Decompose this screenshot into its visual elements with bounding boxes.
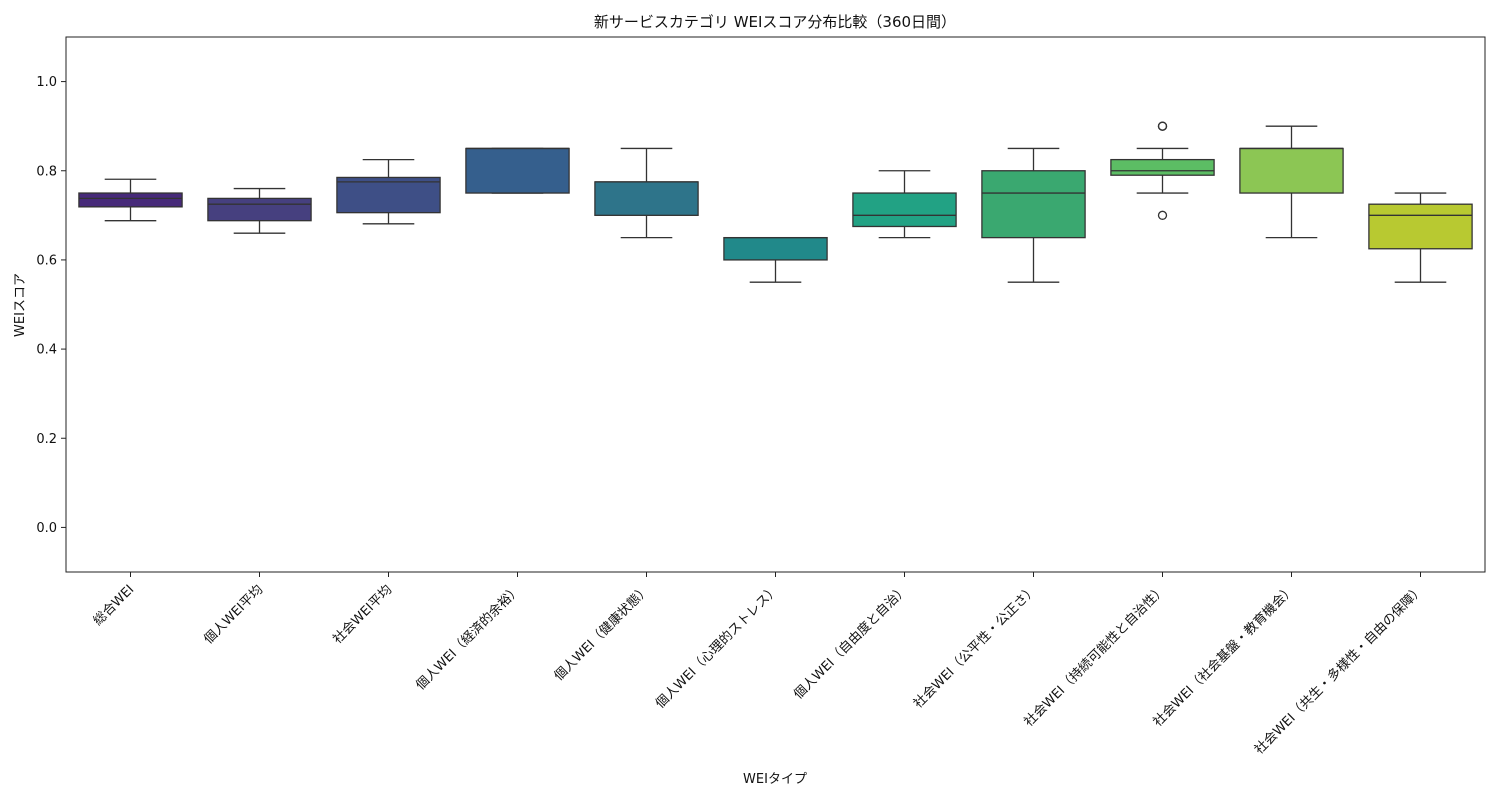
y-axis-label: WEIスコア — [13, 273, 28, 337]
iqr-box — [207, 197, 312, 222]
box-3 — [465, 147, 570, 194]
x-tick-label: 総合WEI — [91, 582, 138, 629]
iqr-box — [981, 170, 1086, 239]
y-tick-label: 0.0 — [36, 521, 57, 536]
iqr-box — [465, 147, 570, 194]
x-tick-label: 社会WEI（持続可能性と自治性） — [1021, 582, 1169, 730]
x-axis-label: WEIタイプ — [743, 772, 807, 787]
box-8 — [1110, 121, 1215, 220]
iqr-box — [594, 181, 699, 216]
y-tick-label: 0.2 — [36, 432, 57, 447]
x-tick-label: 個人WEI（心理的ストレス） — [652, 582, 782, 712]
outlier-point — [1157, 210, 1168, 220]
x-tick-label: 社会WEI（社会基盤・教育機会） — [1150, 582, 1298, 730]
box-1 — [207, 187, 312, 234]
iqr-box — [1110, 158, 1215, 176]
box-9 — [1239, 125, 1344, 239]
box-4 — [594, 147, 699, 239]
y-tick-label: 1.0 — [36, 75, 57, 90]
iqr-box — [852, 192, 957, 228]
chart-title: 新サービスカテゴリ WEIスコア分布比較（360日間） — [594, 13, 956, 31]
iqr-box — [78, 192, 183, 208]
box-0 — [78, 178, 183, 222]
x-tick-label: 個人WEI平均 — [201, 582, 266, 647]
x-axis: 総合WEI 個人WEI平均 社会WEI平均 個人WEI（経済的余裕） 個人WEI（健康状… — [91, 572, 1427, 758]
box-6 — [852, 170, 957, 239]
box-series — [78, 121, 1473, 283]
outlier-point — [1157, 121, 1168, 131]
y-tick-label: 0.4 — [36, 343, 57, 358]
x-tick-label: 個人WEI（経済的余裕） — [413, 582, 525, 694]
x-tick-label: 個人WEI（健康状態） — [551, 582, 653, 684]
box-5 — [723, 236, 828, 283]
iqr-box — [1368, 203, 1473, 250]
box-7 — [981, 147, 1086, 283]
iqr-box — [336, 176, 441, 214]
plot-area — [65, 36, 1486, 573]
x-tick-label: 社会WEI平均 — [330, 582, 396, 648]
x-tick-label: 社会WEI（公平性・公正さ） — [910, 582, 1040, 712]
y-tick-label: 0.6 — [36, 253, 57, 268]
iqr-box — [1239, 147, 1344, 194]
y-axis: 0.0 0.2 0.4 0.6 0.8 1.0 — [36, 75, 66, 536]
box-10 — [1368, 192, 1473, 283]
box-2 — [336, 158, 441, 225]
x-tick-label: 個人WEI（自由度と自治） — [790, 582, 911, 703]
y-tick-label: 0.8 — [36, 164, 57, 179]
iqr-box — [723, 236, 828, 261]
